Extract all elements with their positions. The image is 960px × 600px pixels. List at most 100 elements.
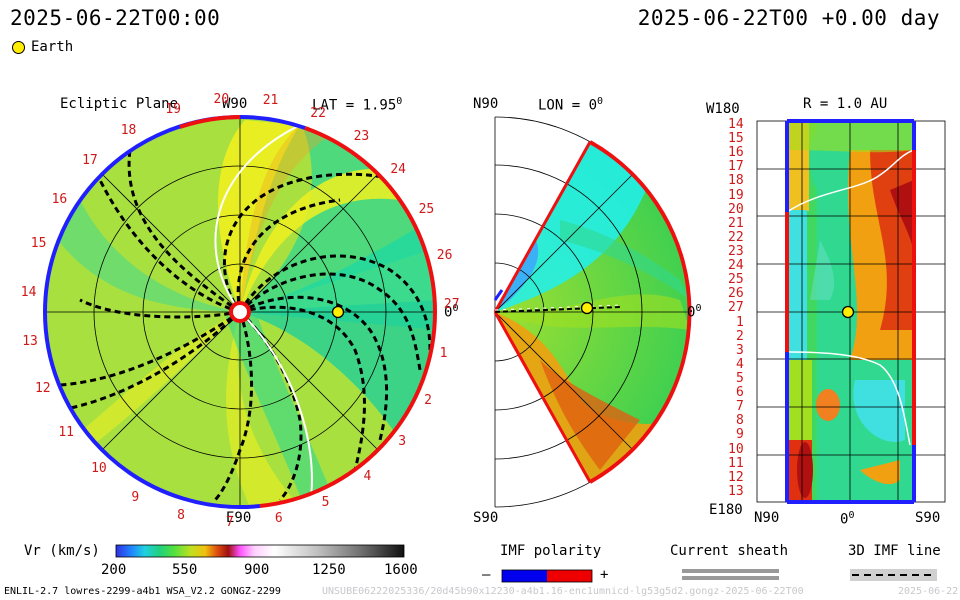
carrington-label-25: 25 [418, 202, 435, 218]
radial-row-label-12: 12 [728, 469, 744, 485]
e90-label: E90 [226, 510, 252, 526]
vr-label: Vr (km/s) [24, 543, 100, 559]
radial-row-label-27: 27 [728, 300, 744, 316]
radial-row-label-1: 1 [736, 314, 744, 330]
radial-row-label-21: 21 [728, 215, 744, 231]
carrington-label-2: 2 [424, 392, 432, 408]
carrington-label-24: 24 [390, 162, 407, 178]
w180-label: W180 [706, 101, 740, 117]
carrington-label-3: 3 [398, 434, 407, 450]
lon-label: LON = 00 [538, 96, 604, 114]
carrington-label-10: 10 [91, 461, 107, 477]
current-sheath-swatch-2 [682, 576, 779, 580]
radial-polarity-border [785, 119, 916, 504]
radial-title: R = 1.0 AU [803, 96, 888, 112]
radial-row-label-9: 9 [736, 427, 744, 443]
imf-line-title: 3D IMF line [848, 543, 941, 559]
meridional-polarity-rim [493, 140, 692, 484]
cb-tick-3: 1250 [312, 562, 346, 578]
imf-title: IMF polarity [500, 543, 602, 559]
sun-marker [229, 301, 251, 323]
radial-bottom-right: S90 [915, 510, 941, 526]
radial-row-label-22: 22 [728, 229, 744, 245]
radial-row-label-19: 19 [728, 187, 744, 203]
radial-row-label-25: 25 [728, 272, 744, 288]
carrington-label-1: 1 [439, 345, 448, 361]
sheath-title: Current sheath [670, 543, 789, 559]
carrington-label-7: 7 [225, 514, 234, 530]
radial-current-sheath [787, 149, 914, 446]
carrington-label-22: 22 [310, 105, 326, 121]
ecliptic-zero-label: 00 [444, 303, 459, 321]
carrington-label-14: 14 [20, 284, 37, 300]
radial-row-label-18: 18 [728, 173, 744, 189]
cb-tick-1: 550 [172, 562, 198, 578]
radial-row-label-4: 4 [736, 356, 744, 372]
imf-positive-bar [547, 570, 592, 582]
carrington-label-13: 13 [22, 333, 38, 349]
radial-bottom-mid: 00 [840, 510, 855, 528]
w90-label: W90 [222, 96, 248, 112]
radial-row-label-10: 10 [728, 441, 744, 457]
radial-row-label-3: 3 [736, 342, 744, 358]
meridional-zero-label: 00 [687, 303, 702, 321]
radial-row-label-24: 24 [728, 258, 744, 274]
footer-model: ENLIL-2.7 lowres-2299-a4b1 WSA_V2.2 GONG… [4, 586, 281, 597]
timestamp-right: 2025-06-22T00 +0.00 day [637, 6, 940, 30]
radial-row-label-8: 8 [736, 413, 744, 429]
earth-marker-meridional [580, 301, 594, 315]
carrington-label-19: 19 [165, 101, 181, 117]
carrington-label-23: 23 [353, 129, 370, 145]
footer-run-date: 2025-06-22 [898, 586, 959, 597]
footer-run-id: UNSUBE06222025336/20d45b90x12230-a4b1.16… [322, 586, 804, 597]
e180-label: E180 [709, 502, 743, 518]
carrington-label-5: 5 [321, 495, 330, 511]
meridional-wedge [495, 142, 690, 482]
earth-legend-dot [12, 41, 25, 54]
cb-tick-0: 200 [101, 562, 127, 578]
earth-marker-radial [841, 305, 855, 319]
carrington-label-26: 26 [436, 248, 453, 264]
radial-row-label-17: 17 [728, 159, 744, 175]
carrington-label-11: 11 [58, 424, 74, 440]
earth-legend-label: Earth [31, 39, 74, 55]
carrington-label-15: 15 [30, 236, 47, 252]
ecliptic-current-sheath [214, 124, 313, 506]
imf-plus: + [600, 567, 609, 583]
cb-tick-2: 900 [244, 562, 270, 578]
carrington-label-4: 4 [363, 469, 372, 485]
radial-row-label-14: 14 [728, 117, 744, 132]
ecliptic-field-lines [59, 149, 432, 502]
carrington-label-12: 12 [34, 381, 51, 397]
carrington-label-18: 18 [120, 122, 137, 138]
ecliptic-polarity-rim [43, 114, 438, 510]
carrington-label-16: 16 [51, 191, 68, 207]
lat-label: LAT = 1.950 [312, 96, 403, 114]
velocity-colorbar [115, 544, 405, 558]
radial-row-label-26: 26 [728, 286, 744, 302]
radial-row-label-16: 16 [728, 145, 744, 161]
radial-row-label-11: 11 [728, 455, 744, 471]
carrington-label-9: 9 [131, 489, 140, 505]
carrington-label-17: 17 [82, 153, 98, 169]
carrington-label-6: 6 [274, 510, 283, 526]
ecliptic-title: Ecliptic Plane [60, 96, 179, 112]
carrington-label-20: 20 [213, 91, 230, 107]
radial-row-label-20: 20 [728, 201, 744, 217]
carrington-label-27: 27 [443, 296, 460, 312]
radial-row-label-15: 15 [728, 131, 744, 147]
radial-row-label-6: 6 [736, 385, 744, 401]
radial-panel [787, 121, 914, 502]
cb-tick-4: 1600 [384, 562, 418, 578]
timestamp-left: 2025-06-22T00:00 [10, 6, 221, 30]
radial-row-label-2: 2 [736, 328, 744, 344]
meridional-field-line [494, 306, 621, 313]
current-sheath-swatch-1 [682, 569, 779, 573]
radial-row-label-23: 23 [728, 244, 744, 259]
s90-label: S90 [473, 510, 499, 526]
radial-row-label-13: 13 [728, 483, 744, 499]
radial-bottom-left: N90 [754, 510, 780, 526]
carrington-label-21: 21 [262, 93, 279, 109]
n90-label: N90 [473, 96, 499, 112]
